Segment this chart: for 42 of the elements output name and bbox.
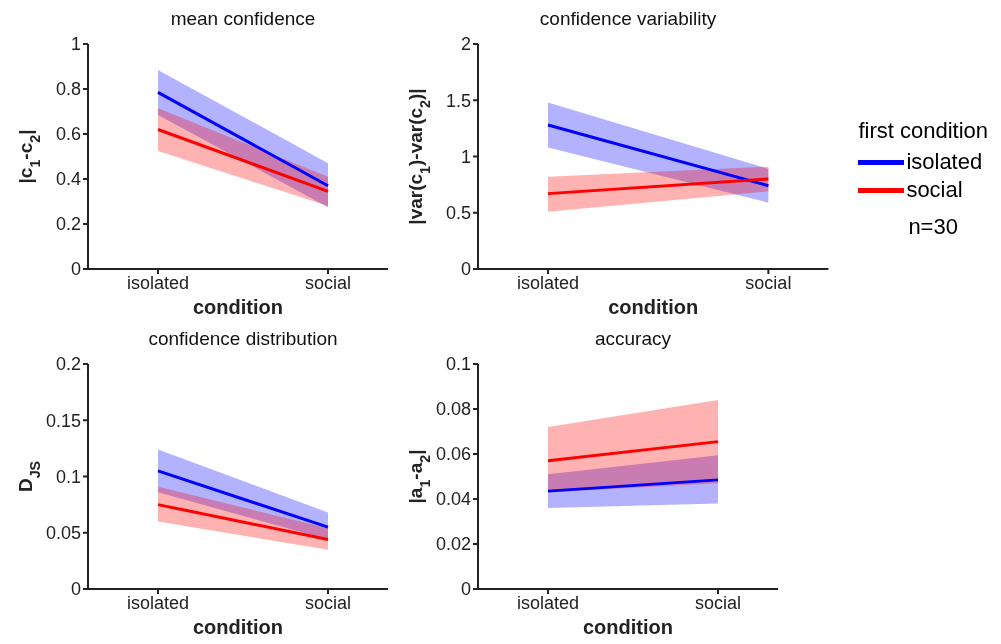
y-tick-label: 0.06 — [435, 444, 471, 465]
text: n=30 — [907, 214, 959, 240]
x-axis-title: condition — [583, 616, 673, 638]
y-tick-label: 0.04 — [435, 489, 471, 510]
y-tick-label: 0.8 — [55, 79, 81, 100]
y-tick-label: 0.1 — [445, 354, 471, 375]
x-tick-label: isolated — [516, 592, 580, 613]
x-tick-label: isolated — [126, 272, 190, 293]
y-tick-label: 0 — [460, 579, 471, 600]
y-tick-label: 1 — [70, 34, 81, 55]
legend-title: first condition — [858, 118, 988, 144]
y-tick-label: 0 — [70, 259, 81, 280]
y-tick-label: 0.2 — [55, 214, 81, 235]
x-axis-title: condition — [608, 296, 699, 318]
x-tick-label: social — [304, 592, 352, 613]
y-tick-label: 0 — [460, 259, 471, 280]
y-tick-label: 0 — [70, 579, 81, 600]
y-tick-label: 1.5 — [445, 90, 471, 111]
chart-title: confidence variability — [538, 8, 718, 31]
x-tick-label: social — [304, 272, 352, 293]
chart-title: accuracy — [594, 328, 672, 351]
x-axis-title: condition — [193, 296, 283, 318]
y-tick-label: 0.2 — [55, 354, 81, 375]
chart-title: confidence distribution — [147, 328, 339, 351]
y-tick-label: 0.4 — [55, 169, 81, 190]
y-tick-label: 0.08 — [435, 399, 471, 420]
legend-label: social — [905, 176, 964, 204]
y-tick-label: 1 — [460, 146, 471, 167]
y-tick-label: 0.02 — [435, 534, 471, 555]
y-tick-label: 0.15 — [45, 410, 81, 431]
y-tick-label: 0.05 — [45, 523, 81, 544]
x-tick-label: social — [694, 592, 742, 613]
y-tick-label: 2 — [460, 34, 471, 55]
chart-title: mean confidence — [169, 8, 317, 31]
y-tick-label: 0.1 — [55, 466, 81, 487]
x-tick-label: isolated — [516, 272, 580, 293]
x-tick-label: isolated — [126, 592, 190, 613]
legend-label: isolated — [905, 148, 984, 176]
y-tick-label: 0.5 — [445, 203, 471, 224]
x-tick-label: social — [745, 272, 792, 293]
x-axis-title: condition — [193, 616, 283, 638]
y-tick-label: 0.6 — [55, 124, 81, 145]
